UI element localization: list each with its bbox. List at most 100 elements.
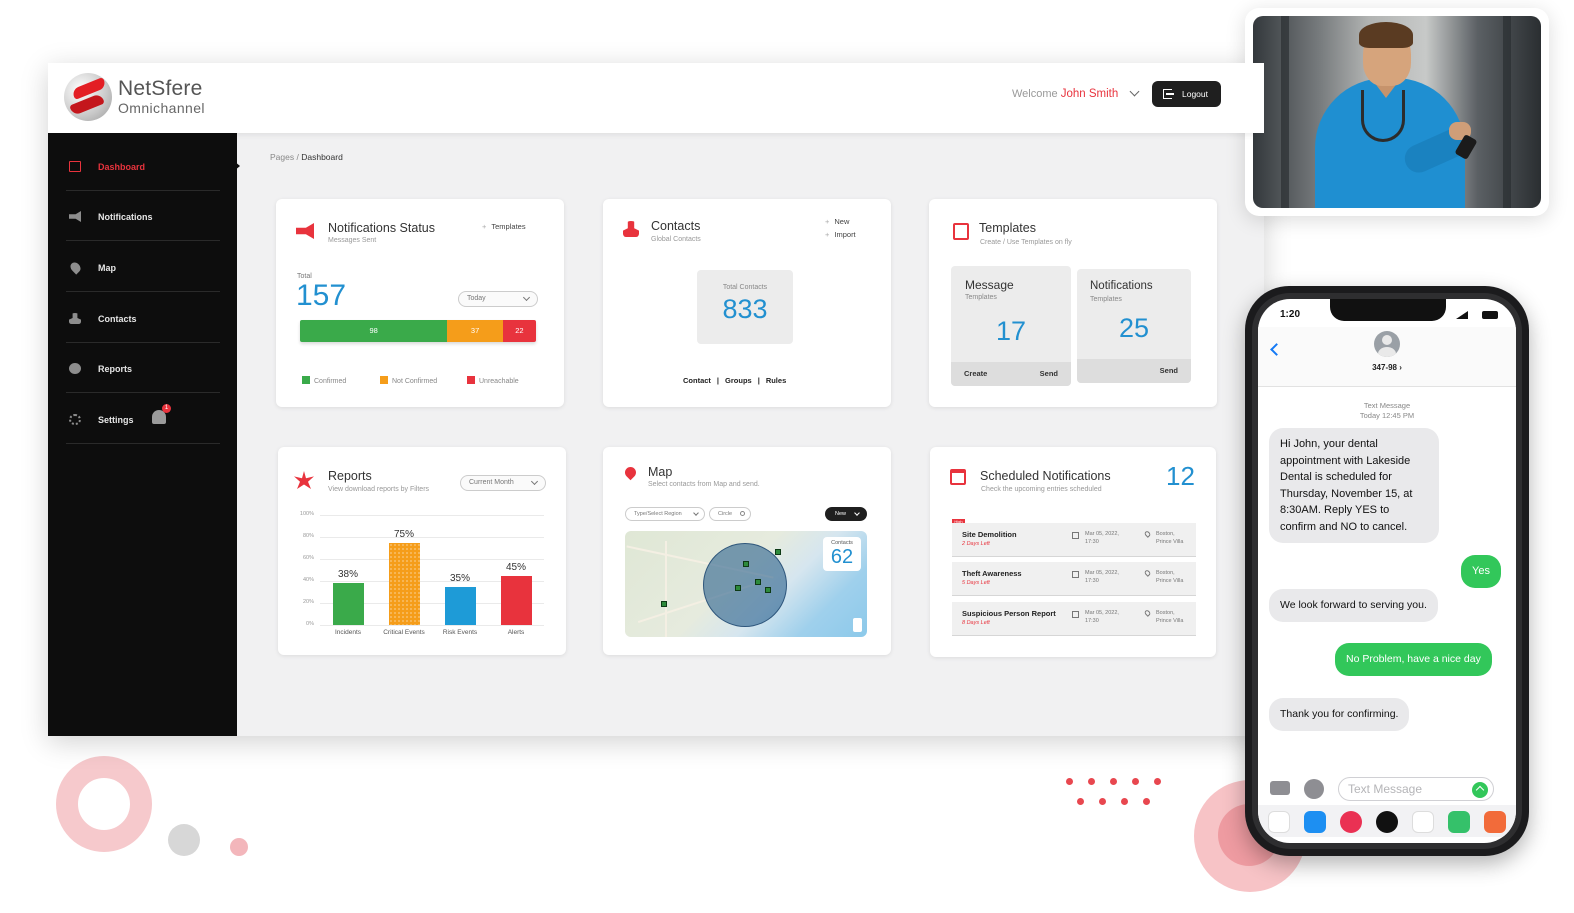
rules-link[interactable]: Rules [765,376,787,385]
memoji-app-icon[interactable] [1448,811,1470,833]
welcome-text: Welcome [1012,88,1058,100]
sidebar-item-map[interactable]: Map [66,242,220,292]
logout-button[interactable]: Logout [1152,81,1221,107]
message-bubble-outgoing: No Problem, have a nice day [1335,643,1492,676]
sidebar-item-notifications[interactable]: Notifications [66,191,220,241]
tile-actions: Send [1077,359,1191,383]
scheduled-row[interactable]: Site Demolition 2 Days Left Mar 05, 2022… [952,523,1196,557]
breadcrumb-root[interactable]: Pages [270,152,295,162]
nurse-photo [1253,16,1541,208]
card-subtitle: Select contacts from Map and send. [648,481,760,488]
notification-templates-tile[interactable]: Notifications Templates 25 Send [1077,269,1191,383]
selection-circle[interactable] [703,543,787,627]
segment-not-confirmed[interactable]: 37 [447,320,503,342]
notification-badge: 1 [162,404,171,413]
message-bubble-incoming: Thank you for confirming. [1269,698,1410,731]
contact-pin[interactable] [755,579,761,585]
send-notification-template-button[interactable]: Send [1159,366,1178,375]
contact-pin[interactable] [775,549,781,555]
region-select[interactable]: Type/Select Region [625,507,705,521]
legend-label: Unreachable [479,378,519,385]
contact-link[interactable]: Contact [683,376,711,385]
map-contacts-count: 62 [830,546,854,568]
bar[interactable] [388,542,420,625]
brand-logo[interactable]: NetSfere Omnichannel [64,73,264,123]
import-contacts-button[interactable]: + Import [825,230,856,239]
contact-pin[interactable] [661,601,667,607]
calendar-icon [1072,532,1079,539]
sidebar-item-contacts[interactable]: Contacts [66,293,220,343]
scheduled-row[interactable]: Suspicious Person Report 8 Days Left Mar… [952,602,1196,636]
segment-unreachable[interactable]: 22 [502,320,536,342]
scheduled-count: 12 [1166,461,1195,491]
groups-link[interactable]: Groups [725,376,752,385]
message-templates-tile[interactable]: Message Templates 17 Create Send [951,266,1071,386]
x-category-label: Alerts [507,629,525,636]
new-map-button[interactable]: New [825,507,867,521]
segment-confirmed[interactable]: 98 [300,320,448,342]
tile-actions: Create Send [951,362,1071,386]
message-input[interactable]: Text Message [1338,777,1494,801]
contacts-icon [623,221,639,237]
shape-select[interactable]: Circle [709,507,751,521]
photos-app-icon[interactable] [1268,811,1290,833]
sidebar-item-dashboard[interactable]: Dashboard [66,141,220,191]
plus-icon: + [825,230,830,239]
gridline [320,625,544,626]
app-store-app-icon[interactable] [1304,811,1326,833]
contact-pin[interactable] [735,585,741,591]
total-contacts-tile[interactable]: Total Contacts 833 [697,270,793,344]
message-bubble-outgoing: Yes [1461,555,1501,588]
app-store-icon[interactable] [1304,779,1324,799]
sidebar-item-reports[interactable]: Reports [66,343,220,393]
extra-app-icon[interactable] [1484,811,1506,833]
y-tick-label: 60% [302,555,314,561]
create-template-button[interactable]: Create [964,369,988,378]
thread-type: Text Message [1363,401,1411,410]
window-frame [1281,16,1289,208]
scheduled-title: Site Demolition [962,530,1017,539]
chevron-left-icon[interactable] [1270,343,1283,356]
search-images-app-icon[interactable] [1340,811,1362,833]
bar[interactable] [332,583,364,625]
map-view[interactable]: Contacts 62 [625,531,867,637]
music-app-icon[interactable] [1412,811,1434,833]
camera-icon[interactable] [1270,781,1290,795]
contact-pin[interactable] [743,561,749,567]
notification-template-count: 25 [1118,313,1150,343]
scheduled-row[interactable]: Theft Awareness 5 Days Left Mar 05, 2022… [952,562,1196,596]
x-category-label: Risk Events [442,629,478,636]
bar-value-label: 75% [393,528,414,540]
map-pin-icon [622,464,639,481]
contact-number[interactable]: 347-98 › [1372,363,1402,372]
scheduled-datetime: Mar 05, 2022, 17:30 [1085,570,1119,584]
bar[interactable] [500,575,532,625]
map-contacts-label: Contacts [831,540,853,546]
scheduled-location: Boston, Prince Villa [1156,610,1184,624]
bar[interactable] [444,586,476,625]
decor-dot-grid [1066,778,1162,810]
legend-swatch [380,376,388,384]
period-select[interactable]: Today [458,291,538,307]
imessage-app-drawer [1258,805,1516,837]
location-icon [1143,569,1152,577]
report-period-select[interactable]: Current Month [460,475,546,491]
message-input-placeholder: Text Message [1348,782,1423,796]
bell-icon[interactable] [152,410,166,424]
templates-link[interactable]: + Templates [482,222,526,231]
message-template-count: 17 [995,316,1027,346]
new-contact-button[interactable]: + New [825,217,849,226]
avatar[interactable] [1374,331,1400,357]
user-icon [740,511,745,516]
sidebar-item-label: Map [98,263,116,273]
x-category-label: Critical Events [383,629,425,636]
send-icon[interactable] [1472,782,1488,798]
zoom-control[interactable] [853,618,862,632]
status-icons [1456,311,1498,319]
digital-touch-app-icon[interactable] [1376,811,1398,833]
contact-pin[interactable] [765,587,771,593]
sidebar-item-settings[interactable]: Settings 1 [66,394,220,444]
user-menu[interactable]: Welcome John Smith [1012,86,1140,100]
send-template-button[interactable]: Send [1039,369,1058,378]
status-time: 1:20 [1280,309,1301,320]
